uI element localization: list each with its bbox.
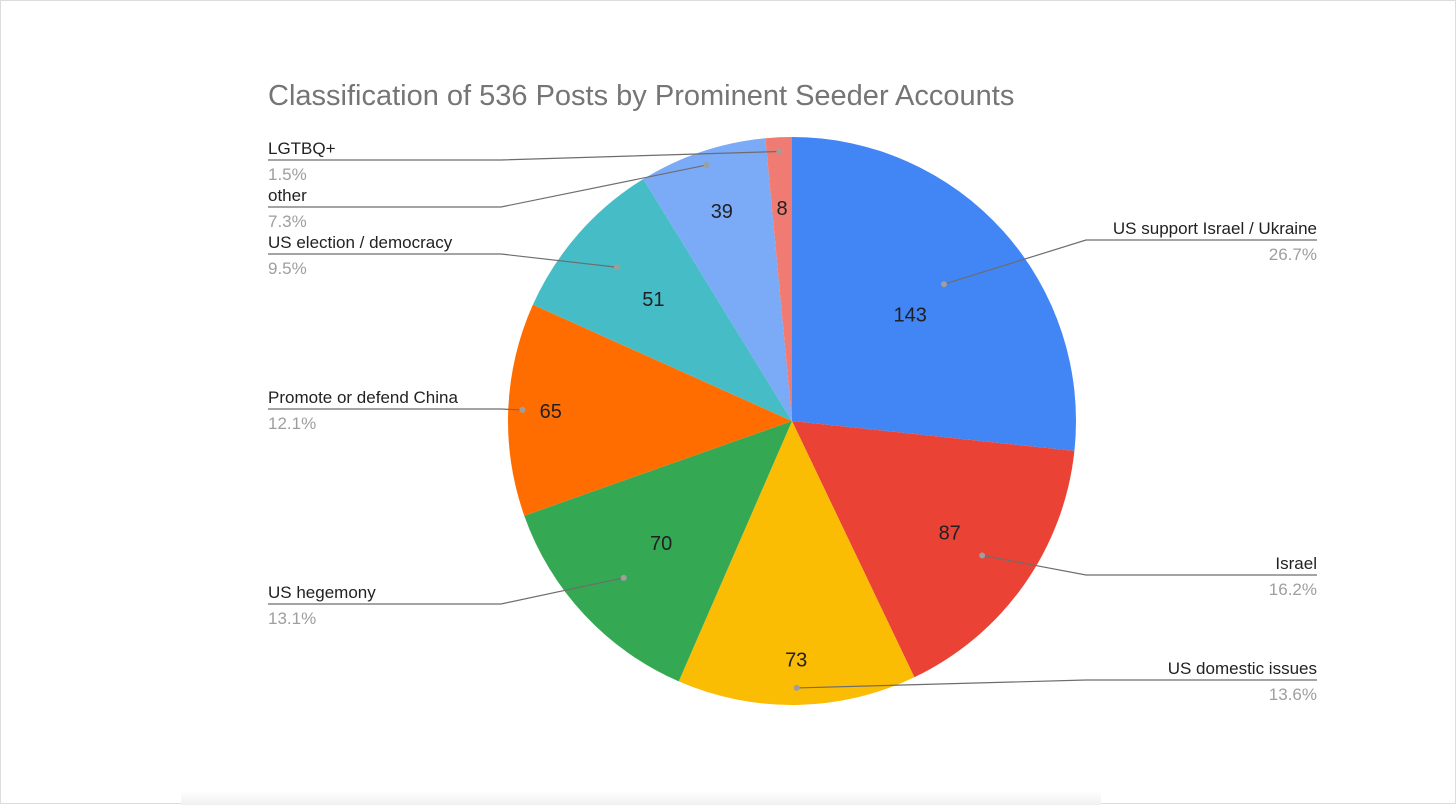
slice-other bbox=[643, 138, 792, 421]
leader-line-us-support-israel-ukraine bbox=[943, 239, 1317, 285]
callout-percent-us-election-democracy: 9.5% bbox=[268, 259, 307, 278]
value-label-promote-or-defend-china: 65 bbox=[540, 401, 562, 423]
value-label-lgtbq: 8 bbox=[776, 198, 787, 220]
callout-label-us-election-democracy: US election / democracy bbox=[268, 233, 453, 252]
value-label-other: 39 bbox=[711, 201, 733, 223]
value-label-us-support-israel-ukraine: 143 bbox=[894, 305, 927, 327]
callout-label-us-support-israel-ukraine: US support Israel / Ukraine bbox=[1113, 219, 1317, 238]
callout-percent-us-support-israel-ukraine: 26.7% bbox=[1269, 245, 1317, 264]
slice-us-support-israel-ukraine bbox=[792, 137, 1076, 451]
callout-percent-promote-or-defend-china: 12.1% bbox=[268, 414, 316, 433]
slice-promote-or-defend-china bbox=[508, 304, 792, 516]
slice-us-election-democracy bbox=[532, 179, 792, 421]
value-label-us-election-democracy: 51 bbox=[642, 289, 664, 311]
slice-us-domestic-issues bbox=[678, 421, 915, 705]
leader-line-other bbox=[268, 164, 707, 208]
callout-label-us-hegemony: US hegemony bbox=[268, 583, 376, 602]
slice-value-labels: 143 87 73 70 65 51 39 8 bbox=[540, 198, 961, 671]
value-label-israel: 87 bbox=[939, 522, 961, 544]
leader-dot-us-hegemony bbox=[620, 574, 627, 581]
leader-line-promote-or-defend-china bbox=[268, 408, 523, 411]
leader-line-us-election-democracy bbox=[268, 253, 618, 268]
leader-dot-other bbox=[703, 162, 710, 169]
leader-dot-israel bbox=[979, 552, 986, 559]
callout-percent-us-hegemony: 13.1% bbox=[268, 609, 316, 628]
leader-line-us-hegemony bbox=[268, 577, 624, 605]
callout-label-lgtbq: LGTBQ+ bbox=[268, 139, 336, 158]
leader-dot-us-support-israel-ukraine bbox=[941, 281, 948, 288]
leader-line-lgtbq bbox=[268, 150, 780, 161]
slice-lgtbq bbox=[765, 137, 792, 421]
callout-label-israel: Israel bbox=[1275, 554, 1317, 573]
callout-label-other: other bbox=[268, 186, 307, 205]
leader-line-us-domestic-issues bbox=[796, 679, 1317, 689]
callout-label-us-domestic-issues: US domestic issues bbox=[1168, 659, 1317, 678]
bottom-shadow bbox=[181, 791, 1101, 805]
value-label-us-domestic-issues: 73 bbox=[785, 650, 807, 672]
callout-labels: US support Israel / Ukraine 26.7% Israel 16… bbox=[268, 139, 1317, 704]
slice-us-hegemony bbox=[524, 421, 792, 682]
chart-title: Classification of 536 Posts by Prominent… bbox=[268, 80, 1014, 112]
slice-israel bbox=[792, 421, 1075, 678]
leader-line-israel bbox=[982, 554, 1317, 576]
value-label-us-hegemony: 70 bbox=[650, 533, 672, 555]
pie-slices bbox=[508, 137, 1076, 705]
callout-percent-us-domestic-issues: 13.6% bbox=[1269, 685, 1317, 704]
leader-dot-us-election-democracy bbox=[614, 264, 621, 271]
leader-dot-us-domestic-issues bbox=[793, 684, 800, 691]
leader-dot-lgtbq bbox=[776, 148, 783, 155]
leader-dot-promote-or-defend-china bbox=[519, 406, 526, 413]
callout-label-promote-or-defend-china: Promote or defend China bbox=[268, 388, 458, 407]
callout-percent-israel: 16.2% bbox=[1269, 580, 1317, 599]
callout-percent-other: 7.3% bbox=[268, 212, 307, 231]
callout-percent-lgtbq: 1.5% bbox=[268, 165, 307, 184]
